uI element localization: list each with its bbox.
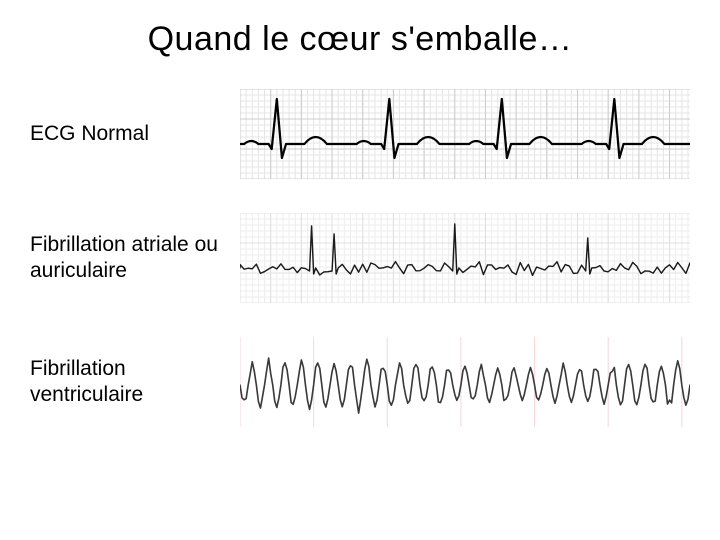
- ecg-label: Fibrillation ventriculaire: [30, 356, 240, 409]
- ecg-row-afib: Fibrillation atriale ou auriculaire: [30, 213, 690, 303]
- ecg-chart-normal: [240, 89, 690, 179]
- ecg-label: Fibrillation atriale ou auriculaire: [30, 232, 240, 285]
- ecg-row-vfib: Fibrillation ventriculaire: [30, 337, 690, 427]
- ecg-label: ECG Normal: [30, 121, 240, 147]
- ecg-chart-afib: [240, 213, 690, 303]
- page-title: Quand le cœur s'emballe…: [30, 20, 690, 59]
- ecg-chart-vfib: [240, 337, 690, 427]
- ecg-row-normal: ECG Normal: [30, 89, 690, 179]
